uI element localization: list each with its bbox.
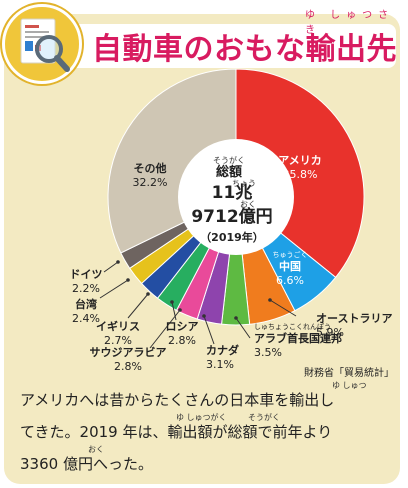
body-line-2: てきた。2019 年は、輸出額が総額で前年より	[20, 423, 333, 441]
center-amount-line2: 9712億円	[191, 206, 272, 227]
label-value-slice-中国: 6.6%	[276, 274, 304, 287]
ruby-yushutsugaku: ゆ しゅつがく	[176, 413, 227, 422]
label-value-slice-アラブ首長国連邦: 3.5%	[254, 346, 282, 359]
page-title: 自動車のおもな輸出先	[92, 32, 397, 67]
leader-dot-slice-サウジアラビア	[178, 308, 182, 312]
leader-dot-slice-オーストラリア	[268, 298, 272, 302]
source-label: 財務省「貿易統計」	[304, 368, 394, 379]
leader-line-slice-カナダ	[203, 315, 215, 345]
leader-line-slice-アラブ首長国連邦	[235, 317, 251, 339]
label-value-slice-ロシア: 2.8%	[168, 334, 196, 347]
label-value-slice-アメリカ: 35.8%	[283, 168, 318, 181]
leader-dot-slice-ドイツ	[116, 260, 120, 264]
leader-line-slice-台湾	[99, 279, 129, 299]
label-value-slice-カナダ: 3.1%	[206, 358, 234, 371]
title-ruby: ゆ しゅつさき	[305, 10, 395, 36]
leader-dot-slice-イギリス	[146, 292, 150, 296]
label-value-slice-その他: 32.2%	[133, 176, 168, 189]
label-name-slice-その他: その他	[134, 161, 167, 175]
body-line-1: アメリカへは昔からたくさんの日本車を輸出し	[20, 391, 335, 409]
label-name-slice-サウジアラビア: サウジアラビア	[90, 345, 167, 359]
label-value-slice-ドイツ: 2.2%	[72, 282, 100, 295]
leader-dot-slice-ロシア	[170, 300, 174, 304]
ruby-yushutsu: ゆ しゅつ	[332, 381, 367, 390]
ruby-sougaku: そうがく	[248, 413, 280, 422]
label-name-slice-カナダ: カナダ	[206, 343, 239, 357]
magnifier-report-icon	[2, 4, 82, 84]
slice-アメリカ	[235, 68, 365, 279]
label-name-slice-中国: 中国	[279, 259, 301, 273]
label-name-slice-ドイツ: ドイツ	[70, 268, 103, 281]
label-ruby-slice-アラブ首長国連邦: しゅちょうこくれんぽう	[254, 323, 331, 331]
label-name-slice-台湾: 台湾	[75, 297, 97, 311]
center-ruby-oku: おく	[240, 200, 256, 209]
leader-line-slice-オーストラリア	[269, 299, 297, 317]
center-ruby-cho: ちょう	[232, 179, 256, 188]
title-bar	[44, 24, 396, 68]
label-value-slice-イギリス: 2.7%	[104, 334, 132, 347]
label-value-slice-台湾: 2.4%	[72, 312, 100, 325]
label-name-slice-アラブ首長国連邦: アラブ首長国連邦	[254, 331, 342, 345]
label-value-slice-サウジアラビア: 2.8%	[114, 360, 142, 373]
center-ruby-total: そうがく	[213, 155, 245, 165]
label-ruby-slice-中国: ちゅうごく	[273, 250, 308, 259]
center-year: （2019年）	[200, 230, 264, 244]
leader-dot-slice-台湾	[126, 278, 130, 282]
ruby-oku: おく	[88, 445, 104, 454]
leader-line-slice-イギリス	[127, 293, 149, 319]
center-amount-line1: 11兆	[212, 183, 253, 203]
pie-center-hole	[178, 139, 294, 255]
label-name-slice-ロシア: ロシア	[166, 320, 199, 333]
label-slice-台湾: 台湾2.4%	[72, 297, 100, 325]
leader-line-slice-ドイツ	[103, 261, 119, 273]
body-paragraph: アメリカへは昔からたくさんの日本車を輸出し てきた。2019 年は、輸出額が総額…	[20, 384, 392, 480]
leader-dot-slice-カナダ	[202, 314, 206, 318]
label-name-slice-アメリカ: アメリカ	[278, 154, 321, 167]
label-name-slice-イギリス: イギリス	[96, 319, 140, 333]
leader-dot-slice-アラブ首長国連邦	[234, 316, 238, 320]
center-total-label: 総額	[216, 164, 242, 180]
body-line-3: 3360 億円へった。	[20, 455, 153, 473]
label-name-slice-オーストラリア: オーストラリア	[316, 312, 392, 325]
label-value-slice-オーストラリア: 5.9%	[316, 326, 344, 339]
leader-line-slice-ロシア	[171, 301, 177, 321]
